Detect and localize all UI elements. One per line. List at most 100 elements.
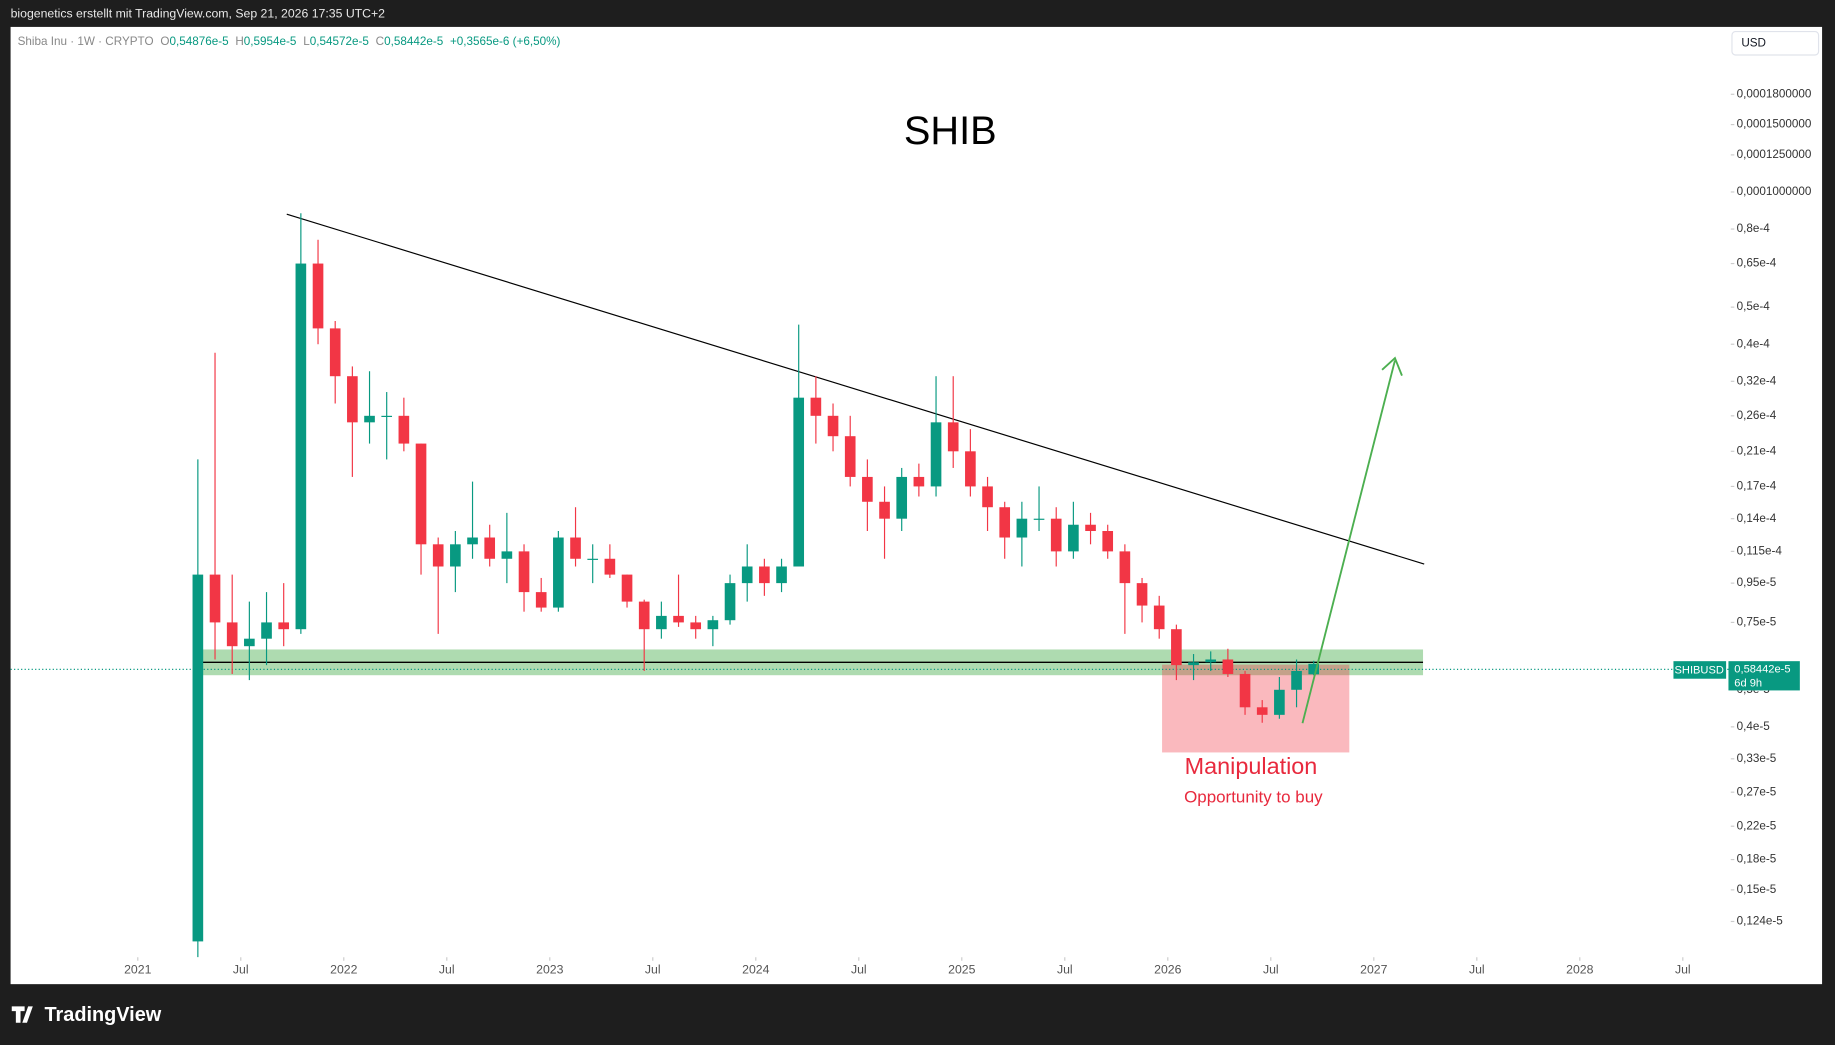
legend-value: 0,5954e-5 <box>244 35 297 48</box>
candle-body <box>329 328 341 377</box>
candle-body <box>1068 524 1079 552</box>
price-label-box <box>1728 661 1800 691</box>
candle-body <box>999 507 1011 538</box>
y-tick-label: 0,17e-4 <box>1737 480 1777 493</box>
brand: TradingView <box>45 1004 162 1026</box>
legend-value: 0,54572e-5 <box>310 35 370 48</box>
y-tick-label: 0,14e-4 <box>1737 512 1777 525</box>
candle-body <box>347 376 358 423</box>
x-tick-label: 2025 <box>948 962 975 976</box>
candle-body <box>879 501 890 519</box>
y-tick-label: 0,5e-4 <box>1737 300 1771 313</box>
time-axis: 2021 Jul 2022 Jul 2023 Jul 2024 Jul 2025 Jul 2026 J… <box>124 957 1691 976</box>
candle-body <box>1085 524 1096 532</box>
topbar-text: biogenetics erstellt mit TradingView.com… <box>11 6 386 20</box>
candle-body <box>638 601 650 630</box>
candle-body <box>1291 670 1302 690</box>
candle-body <box>724 583 736 621</box>
candle-body <box>432 544 444 567</box>
legend-key: C <box>376 35 384 48</box>
candle-body <box>656 615 667 630</box>
candle-body <box>913 476 925 487</box>
x-tick-label: Jul <box>1469 962 1485 976</box>
x-tick-label: 2021 <box>124 962 151 976</box>
candle-body <box>295 263 307 630</box>
x-tick-label: Jul <box>233 962 249 976</box>
candle-body <box>965 451 976 487</box>
y-tick-label: 0,32e-4 <box>1737 374 1777 387</box>
candle-body <box>398 415 410 444</box>
candle-body <box>535 592 547 608</box>
candle-body <box>1308 663 1320 675</box>
symbol-label-box <box>1673 661 1727 679</box>
candle-body <box>947 422 959 452</box>
candle-body <box>192 574 204 942</box>
candle-body <box>1050 518 1062 552</box>
annotation: Opportunity to buy <box>1184 788 1323 807</box>
candle-body <box>1119 551 1131 584</box>
candle-body <box>570 537 581 559</box>
candle-body <box>381 415 393 417</box>
legend-key: H <box>235 35 243 48</box>
candle-body <box>450 544 461 567</box>
y-tick-label: 0,18e-5 <box>1737 853 1777 866</box>
candle-body <box>982 486 993 508</box>
candle-body <box>759 566 770 584</box>
candle-body <box>707 620 719 630</box>
candle-body <box>244 638 255 647</box>
candle-body <box>226 622 238 647</box>
trend-line <box>286 213 1425 565</box>
candle-body <box>209 574 221 623</box>
candle-body <box>930 422 942 487</box>
candle-body <box>604 558 616 575</box>
y-tick-label: 0,95e-5 <box>1737 576 1777 589</box>
logo: TradingView <box>11 1004 162 1026</box>
candle-body <box>844 436 856 477</box>
y-tick-label: 0,22e-5 <box>1737 819 1777 832</box>
candle-body <box>518 551 530 593</box>
drawings <box>10 213 1731 753</box>
legend-key: O <box>160 35 169 48</box>
y-tick-label: 0,0001500000 <box>1737 118 1812 131</box>
legend-symbol: Shiba Inu · 1W · CRYPTO <box>18 35 154 48</box>
x-tick-label: Jul <box>1675 962 1691 976</box>
x-tick-label: Jul <box>1057 962 1073 976</box>
chart-title: SHIB <box>904 109 997 153</box>
y-tick-label: 0,75e-5 <box>1737 616 1777 629</box>
chart-area <box>10 26 1823 985</box>
currency-button[interactable] <box>1731 31 1820 56</box>
annotation: Manipulation <box>1185 753 1318 779</box>
y-tick-label: 0,124e-5 <box>1737 915 1784 928</box>
manipulation-zone <box>1162 664 1350 753</box>
candle-body <box>1033 518 1045 520</box>
candle-body <box>501 551 513 559</box>
candle-body <box>261 622 272 639</box>
y-tick-label: 0,27e-5 <box>1737 785 1777 798</box>
x-tick-label: Jul <box>851 962 867 976</box>
candle-body <box>1016 518 1028 538</box>
y-tick-label: 0,0001800000 <box>1737 87 1812 100</box>
candle-body <box>1256 707 1268 715</box>
candle-body <box>621 574 633 602</box>
y-tick-label: 0,33e-5 <box>1737 752 1777 765</box>
symbol-label: SHIBUSD <box>1675 664 1724 676</box>
x-tick-label: Jul <box>1263 962 1279 976</box>
candle-body <box>827 415 839 437</box>
arrow-head <box>1381 356 1403 376</box>
x-tick-label: Jul <box>645 962 661 976</box>
candle-body <box>690 622 702 630</box>
y-tick-label: 0,8e-4 <box>1737 222 1771 235</box>
currency[interactable]: USD <box>1741 36 1766 49</box>
candle-body <box>587 558 599 560</box>
x-tick-label: Jul <box>439 962 455 976</box>
arrow-shaft <box>1301 360 1396 724</box>
candle-body <box>1171 629 1182 666</box>
y-tick-label: 0,115e-4 <box>1737 544 1783 557</box>
candle-body <box>364 415 375 423</box>
candle-body <box>793 397 805 567</box>
candle-body <box>1136 583 1148 606</box>
legend-value: 0,54876e-5 <box>169 35 229 48</box>
